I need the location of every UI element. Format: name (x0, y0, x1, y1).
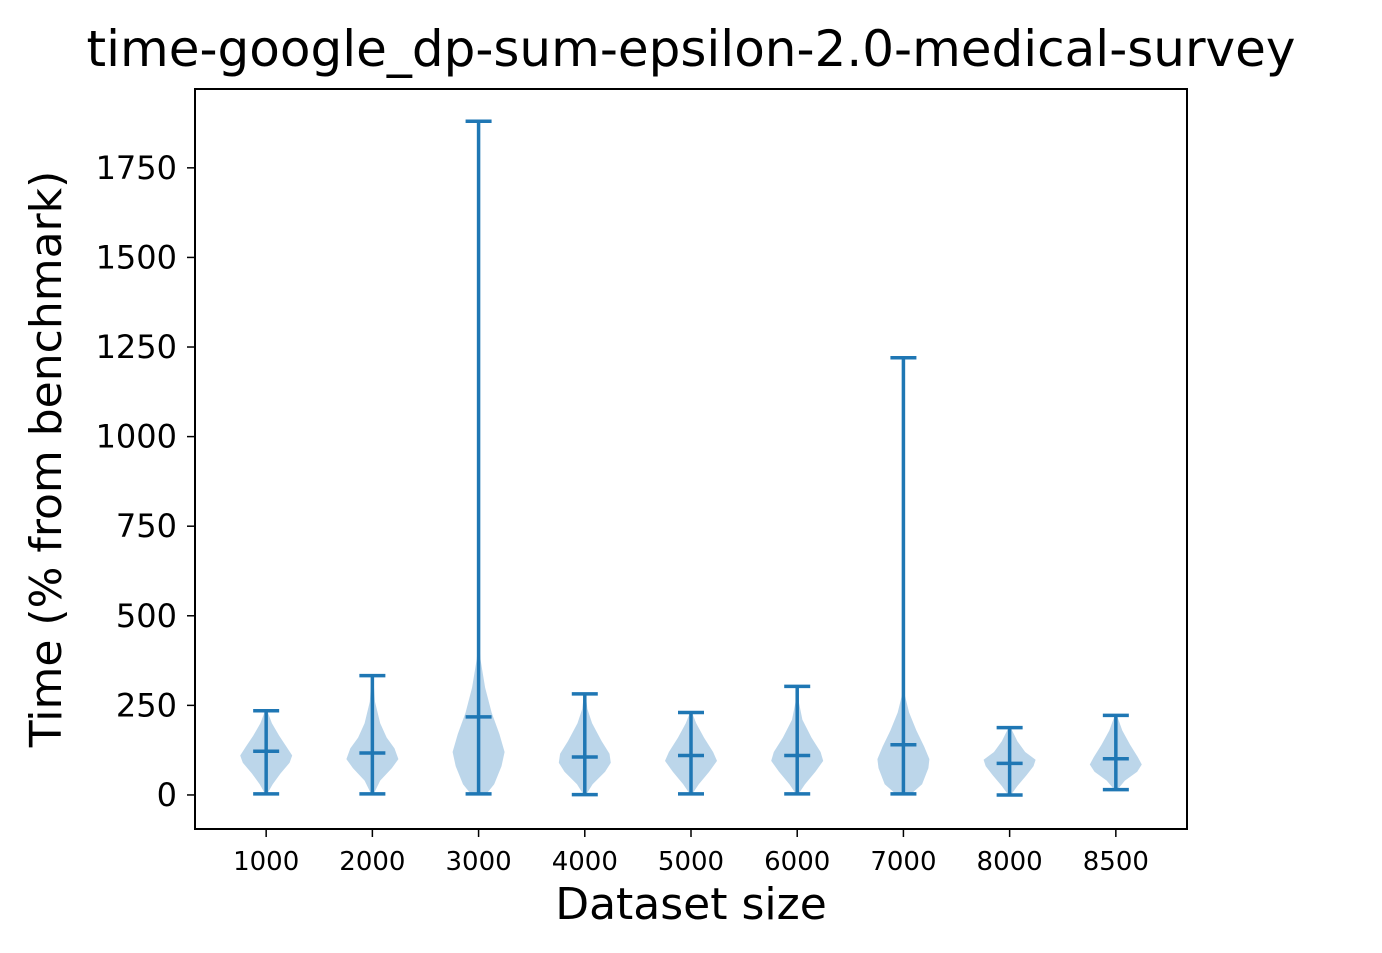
x-tick-label-7000: 7000 (870, 847, 936, 877)
x-axis-label: Dataset size (555, 879, 827, 930)
violin-6000 (771, 684, 824, 796)
violin-1000 (240, 708, 293, 796)
y-tick-label-0: 0 (157, 776, 177, 814)
violin-4000 (558, 692, 611, 797)
chart-title: time-google_dp-sum-epsilon-2.0-medical-s… (87, 20, 1296, 78)
violin-2000 (346, 673, 399, 796)
violin-8000 (983, 725, 1036, 797)
x-tick-label-6000: 6000 (764, 847, 830, 877)
y-tick-label-1250: 1250 (96, 328, 177, 366)
y-tick-label-1750: 1750 (96, 149, 177, 187)
y-tick-label-250: 250 (116, 686, 177, 724)
x-tick-label-4000: 4000 (552, 847, 618, 877)
x-tick-label-1000: 1000 (233, 847, 299, 877)
violin-7000 (877, 356, 930, 796)
y-tick-label-1000: 1000 (96, 418, 177, 456)
x-tick-label-5000: 5000 (658, 847, 724, 877)
y-tick-label-500: 500 (116, 597, 177, 635)
plot-area-frame (194, 88, 1188, 830)
x-axis-ticks: 1000 2000 3000 4000 5000 6000 7000 8000 8500 (233, 829, 1149, 877)
violin-8500 (1089, 713, 1142, 792)
violin-5000 (665, 710, 717, 796)
violin-series (240, 119, 1142, 797)
y-tick-label-1500: 1500 (96, 238, 177, 276)
y-axis-label: Time (% from benchmark) (21, 171, 72, 749)
violin-3000 (452, 119, 505, 796)
x-tick-label-3000: 3000 (445, 847, 511, 877)
y-tick-label-750: 750 (116, 507, 177, 545)
x-tick-label-8500: 8500 (1083, 847, 1149, 877)
x-tick-label-2000: 2000 (339, 847, 405, 877)
x-tick-label-8000: 8000 (977, 847, 1043, 877)
y-axis-ticks: 0 250 500 750 1000 1250 1500 1750 (96, 149, 195, 814)
